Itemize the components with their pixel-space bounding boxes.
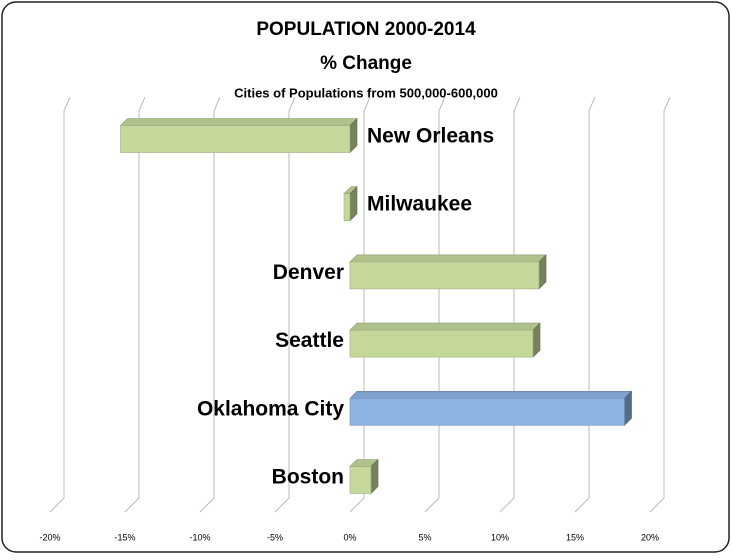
bar: [349, 466, 372, 494]
bar: [349, 329, 534, 358]
x-tick-label: 5%: [418, 532, 431, 542]
x-tick-label: 10%: [491, 532, 509, 542]
chart-title: POPULATION 2000-2014: [256, 19, 476, 40]
bar-top: [119, 118, 358, 126]
bar: [120, 125, 351, 153]
bar-top: [349, 322, 541, 331]
grid-line: [499, 96, 521, 513]
category-label: Denver: [273, 261, 344, 284]
x-tick-label: -15%: [114, 532, 135, 542]
bar-top: [349, 390, 633, 399]
bar: [349, 261, 540, 290]
grid-line: [124, 96, 146, 513]
bar: [343, 193, 351, 221]
x-tick-label: -10%: [189, 532, 210, 542]
category-label: Boston: [272, 466, 344, 489]
category-label: New Orleans: [367, 125, 494, 148]
grid-line: [574, 96, 596, 513]
category-label: Milwaukee: [367, 193, 472, 216]
grid-line: [424, 96, 446, 513]
x-tick-label: 15%: [566, 532, 584, 542]
x-tick-label: -20%: [39, 532, 60, 542]
category-label: Seattle: [275, 329, 344, 352]
grid-line: [199, 96, 221, 513]
chart-subtitle: % Change: [320, 53, 412, 74]
grid-line: [274, 96, 296, 513]
category-label: Oklahoma City: [197, 397, 344, 420]
grid-line: [649, 96, 671, 513]
chart-note: Cities of Populations from 500,000-600,0…: [234, 85, 498, 100]
x-tick-label: 0%: [343, 532, 356, 542]
bar: [349, 397, 625, 426]
grid-line: [49, 96, 71, 513]
grid-line: [349, 96, 371, 513]
x-tick-label: 20%: [641, 532, 659, 542]
bar-top: [349, 254, 547, 263]
x-tick-label: -5%: [267, 532, 283, 542]
